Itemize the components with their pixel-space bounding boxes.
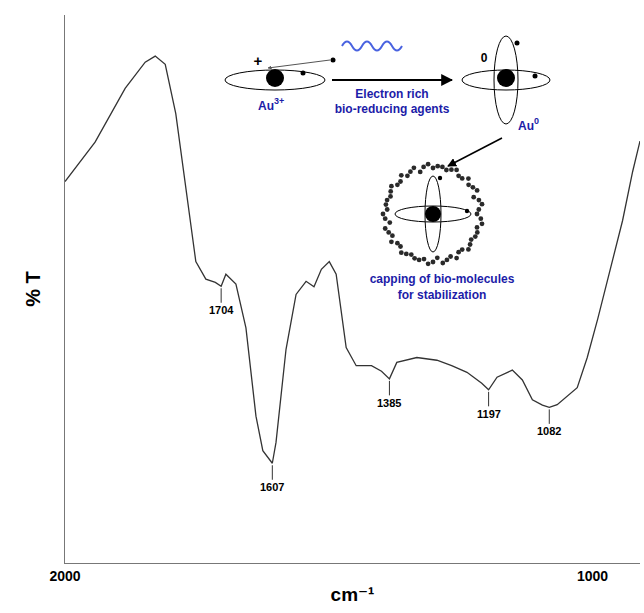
svg-text:1607: 1607	[260, 481, 284, 493]
svg-text:Au3+: Au3+	[258, 96, 284, 113]
svg-text:% T: % T	[22, 271, 44, 307]
svg-text:0: 0	[481, 51, 488, 65]
svg-text:2000: 2000	[49, 568, 80, 584]
svg-text:+: +	[254, 52, 263, 69]
svg-text:1704: 1704	[209, 304, 234, 316]
svg-text:1385: 1385	[377, 397, 401, 409]
svg-text:Electron rich: Electron rich	[355, 87, 428, 101]
svg-text:1197: 1197	[477, 408, 501, 420]
svg-text:cm⁻¹: cm⁻¹	[331, 584, 375, 605]
svg-text:1082: 1082	[537, 425, 561, 437]
svg-text:bio-reducing agents: bio-reducing agents	[335, 102, 450, 116]
svg-text:capping of bio-molecules: capping of bio-molecules	[370, 272, 515, 286]
svg-text:Au0: Au0	[518, 116, 539, 133]
svg-text:for stabilization: for stabilization	[398, 288, 487, 302]
svg-text:1000: 1000	[577, 568, 608, 584]
